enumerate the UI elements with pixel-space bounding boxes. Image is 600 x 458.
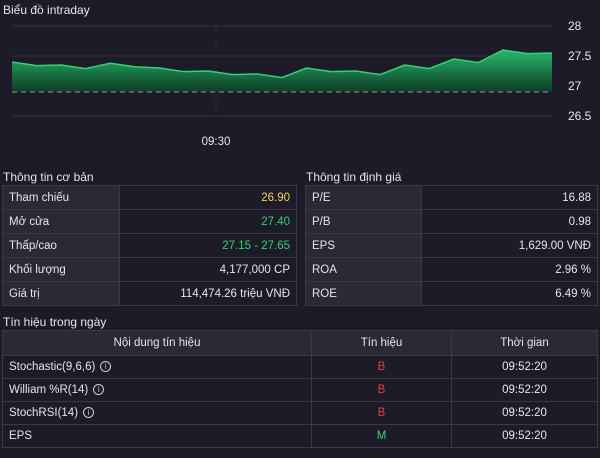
signals-title: Tín hiệu trong ngày [3,315,107,329]
signal-time: 09:52:20 [451,378,598,402]
pe-value: 16.88 [421,185,598,210]
intraday-chart: 28 27.5 27 26.5 09:30 [11,19,592,148]
table-row: Stochastic(9,6,6) i B 09:52:20 [2,355,598,379]
signal-time: 09:52:20 [451,401,598,425]
signal-name: Stochastic(9,6,6) [9,361,96,373]
price-line [11,49,553,79]
signal-value: M [311,424,452,448]
low-high-label: Thấp/cao [2,233,120,258]
signal-name: StochRSI(14) [9,407,79,419]
pe-label: P/E [305,185,422,210]
open-price-label: Mở cửa [2,209,120,234]
volume-label: Khối lượng [2,257,120,282]
value-value: 114,474.26 triệu VNĐ [119,281,297,306]
roe-value: 6.49 % [421,281,598,306]
value-label: Giá trị [2,281,120,306]
signal-value: B [311,378,452,402]
table-row: Tham chiếu 26.90 [2,185,297,210]
table-row: P/E 16.88 [305,185,598,210]
ref-price-value: 26.90 [119,185,297,210]
roe-label: ROE [305,281,422,306]
table-row: StochRSI(14) i B 09:52:20 [2,401,598,425]
signal-time: 09:52:20 [451,355,598,379]
price-area [12,50,552,92]
info-icon[interactable]: i [83,407,95,419]
chart-title: Biểu đồ intraday [3,3,90,17]
signal-value: B [311,401,452,425]
volume-value: 4,177,000 CP [119,257,297,282]
pb-value: 0.98 [421,209,598,234]
open-price-value: 27.40 [119,209,297,234]
signal-name: EPS [9,430,33,442]
signal-time: 09:52:20 [451,424,598,448]
signal-value: B [311,355,452,379]
table-row: EPS 1,629.00 VNĐ [305,233,598,258]
roa-value: 2.96 % [421,257,598,282]
valuation-title: Thông tin định giá [306,170,402,184]
signals-table: Nội dung tín hiệu Tín hiệu Thời gian Sto… [2,330,598,448]
ref-price-label: Tham chiếu [2,185,120,210]
table-row: Giá trị 114,474.26 triệu VNĐ [2,281,297,306]
eps-label: EPS [305,233,422,258]
info-icon[interactable]: i [100,361,112,373]
y-axis: 28 27.5 27 26.5 [568,19,592,123]
low-high-value: 27.15 - 27.65 [119,233,297,258]
table-row: William %R(14) i B 09:52:20 [2,378,598,402]
table-row: ROA 2.96 % [305,257,598,282]
col-header-content: Nội dung tín hiệu [2,330,312,356]
eps-value: 1,629.00 VNĐ [421,233,598,258]
y-tick-label: 27.5 [568,49,592,63]
col-header-time: Thời gian [451,330,598,356]
table-row: ROE 6.49 % [305,281,598,306]
table-row: Thấp/cao 27.15 - 27.65 [2,233,297,258]
y-tick-label: 27 [568,79,582,93]
signal-name: William %R(14) [9,384,89,396]
table-row: P/B 0.98 [305,209,598,234]
y-tick-label: 26.5 [568,109,592,123]
basic-info-title: Thông tin cơ bản [3,170,94,184]
y-tick-label: 28 [568,19,582,33]
x-tick-label: 09:30 [202,136,231,148]
info-icon[interactable]: i [93,384,105,396]
table-row: EPS M 09:52:20 [2,424,598,448]
valuation-table: P/E 16.88 P/B 0.98 EPS 1,629.00 VNĐ ROA … [305,185,598,306]
table-row: Khối lượng 4,177,000 CP [2,257,297,282]
basic-info-table: Tham chiếu 26.90 Mở cửa 27.40 Thấp/cao 2… [2,185,297,306]
col-header-signal: Tín hiệu [311,330,452,356]
table-row: Mở cửa 27.40 [2,209,297,234]
roa-label: ROA [305,257,422,282]
pb-label: P/B [305,209,422,234]
table-header-row: Nội dung tín hiệu Tín hiệu Thời gian [2,330,598,356]
